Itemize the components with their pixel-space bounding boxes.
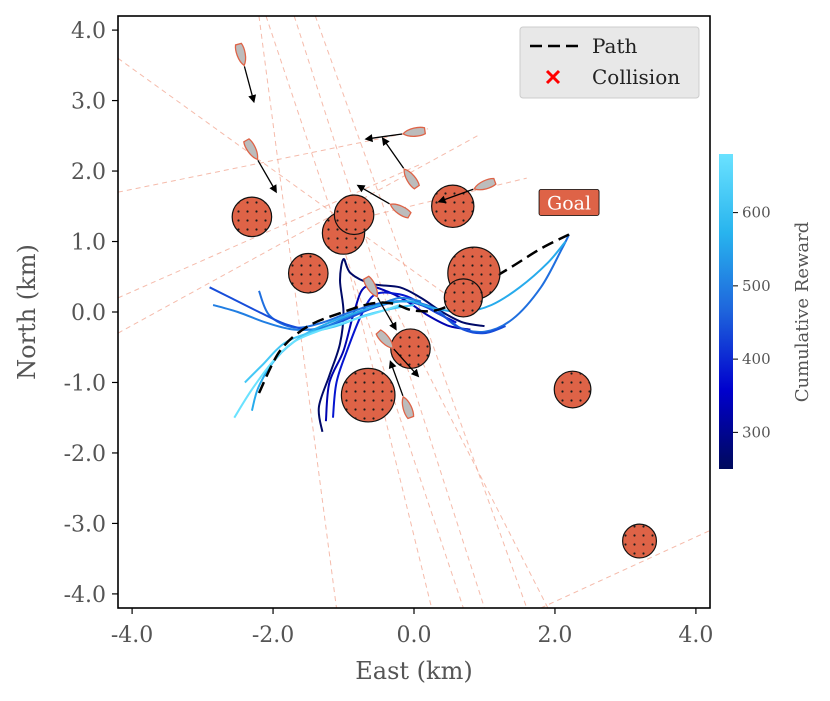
legend-box: [519, 26, 700, 99]
obstacle-circle: [231, 196, 273, 238]
x-tick-label: -4.0: [111, 623, 153, 648]
legend-path-label: Path: [592, 34, 638, 58]
colorbar: 300 400 500 600 Cumulative Reward: [719, 154, 813, 469]
obstacle-circle: [443, 278, 483, 318]
x-tick-label: 0.0: [397, 623, 432, 648]
y-tick-label: -1.0: [64, 371, 106, 396]
vessel-marker: [388, 360, 415, 420]
obstacle-circle: [622, 523, 658, 559]
y-tick-label: 0.0: [71, 301, 106, 326]
y-axis: -4.0 -3.0 -2.0 -1.0 0.0 1.0 2.0 3.0 4.0: [64, 19, 118, 608]
x-axis: -4.0 -2.0 0.0 2.0 4.0: [111, 608, 713, 648]
goal-label-box: [538, 189, 600, 216]
sensor-ray: [118, 57, 471, 313]
sensor-ray: [118, 163, 422, 299]
vessel-marker: [381, 137, 421, 190]
vessel-marker: [437, 177, 497, 204]
obstacle-circle: [287, 252, 329, 294]
x-tick-label: -2.0: [252, 623, 294, 648]
y-tick-label: 4.0: [71, 19, 106, 44]
trajectories: [209, 234, 570, 432]
x-axis-label: East (km): [355, 657, 472, 685]
colorbar-label: Cumulative Reward: [792, 222, 813, 403]
sensor-ray: [293, 16, 485, 608]
y-tick-label: -3.0: [64, 512, 106, 537]
sensor-ray: [314, 16, 528, 608]
vessel-marker: [234, 42, 257, 104]
trajectory-line: [233, 304, 401, 419]
legend: Path Collision: [519, 26, 700, 99]
goal-label: Goal: [547, 192, 591, 214]
colorbar-tick-label: 300: [742, 423, 771, 441]
trajectory-line: [212, 296, 422, 331]
x-tick-label: 2.0: [537, 623, 572, 648]
vessel-marker: [364, 126, 427, 143]
vessels: [234, 42, 497, 420]
colorbar-gradient: [719, 154, 733, 469]
colorbar-tick-label: 500: [742, 277, 771, 295]
obstacle-circle: [431, 184, 475, 229]
vessel-marker: [375, 329, 420, 378]
colorbar-tick-label: 600: [742, 204, 771, 222]
sensor-ray: [540, 530, 710, 608]
goal-marker: Goal: [538, 189, 600, 216]
legend-collision-symbol: [545, 69, 561, 85]
path-series: [257, 233, 570, 394]
colorbar-ticks: 300 400 500 600: [733, 204, 771, 441]
path-line: [257, 233, 570, 394]
y-tick-label: -2.0: [64, 442, 106, 467]
vessel-marker: [243, 138, 277, 194]
sensor-ray: [258, 16, 337, 608]
plot-background: [118, 16, 710, 608]
x-tick-label: 4.0: [678, 623, 713, 648]
obstacles: [231, 184, 658, 559]
obstacle-circle: [553, 370, 592, 409]
y-tick-label: 3.0: [71, 90, 106, 115]
y-tick-label: -4.0: [64, 583, 106, 608]
obstacle-circle: [340, 367, 396, 423]
obstacle-circle: [333, 194, 375, 236]
y-tick-label: 1.0: [71, 231, 106, 256]
plot-area: [118, 16, 710, 608]
sensor-ray: [118, 128, 429, 193]
vessel-marker: [362, 275, 397, 331]
vessel-marker: [356, 184, 412, 219]
y-axis-label: North (km): [13, 244, 41, 380]
y-tick-label: 2.0: [71, 160, 106, 185]
legend-collision-label: Collision: [592, 65, 680, 89]
colorbar-tick-label: 400: [742, 350, 771, 368]
trajectory-line: [317, 258, 485, 432]
sensor-ray: [350, 276, 433, 608]
obstacle-circle: [390, 328, 431, 369]
